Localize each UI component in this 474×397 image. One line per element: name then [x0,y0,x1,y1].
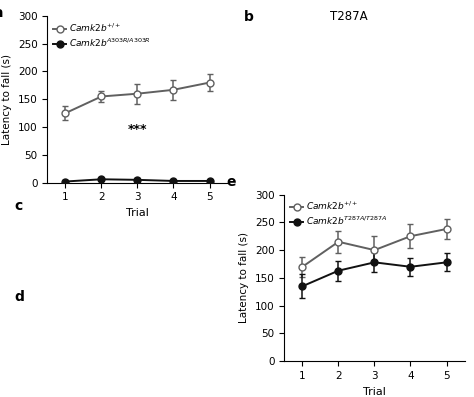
Legend: $\it{Camk2b}$$^{+/+}$, $\it{Camk2b}$$^{T287A/T287A}$: $\it{Camk2b}$$^{+/+}$, $\it{Camk2b}$$^{T… [289,199,388,228]
X-axis label: Trial: Trial [126,208,149,218]
X-axis label: Trial: Trial [363,387,386,397]
Y-axis label: Latency to fall (s): Latency to fall (s) [239,232,249,324]
Y-axis label: Latency to fall (s): Latency to fall (s) [2,54,12,145]
Text: c: c [14,198,22,212]
Legend: $\it{Camk2b}$$^{+/+}$, $\it{Camk2b}$$^{A303R/A303R}$: $\it{Camk2b}$$^{+/+}$, $\it{Camk2b}$$^{A… [52,20,152,50]
Text: a: a [0,6,3,20]
Text: ***: *** [128,123,147,136]
Text: b: b [244,10,254,24]
Text: d: d [14,290,24,304]
Text: T287A: T287A [329,10,367,23]
Text: e: e [227,175,236,189]
